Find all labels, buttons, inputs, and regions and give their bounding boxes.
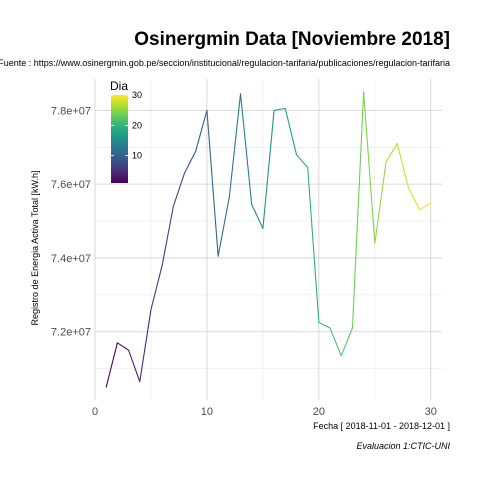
grid: [94, 79, 442, 400]
line-segment: [105, 342, 118, 388]
x-tick-label: 30: [425, 406, 437, 418]
line-segment: [183, 150, 197, 174]
chart-caption: Evaluacion 1:CTIC-UNI: [356, 441, 450, 451]
line-segment: [251, 203, 264, 229]
line-segment: [284, 107, 298, 156]
line-segment: [419, 202, 432, 211]
line-segment: [195, 109, 208, 152]
line-segment: [329, 327, 342, 357]
legend-tick-label: 20: [132, 120, 142, 130]
legend-tick-label: 30: [132, 90, 142, 100]
line-segment: [396, 143, 409, 189]
line-segment: [385, 143, 398, 163]
line-segment: [273, 107, 286, 111]
legend-tick-label: 10: [132, 151, 142, 161]
line-segment: [139, 309, 152, 383]
line-segment: [262, 109, 275, 229]
color-legend: Dia 10 20 30: [110, 79, 142, 183]
line-segment: [318, 321, 331, 329]
y-tick-label: 7.2e+07: [51, 327, 91, 339]
legend-ticks: 10 20 30: [111, 90, 142, 161]
line-segment: [228, 93, 242, 198]
line-segment: [363, 91, 376, 244]
line-segment: [239, 93, 253, 205]
y-tick-label: 7.6e+07: [51, 179, 91, 191]
chart-subtitle: Fuente : https://www.osinergmin.gob.pe/s…: [0, 58, 450, 68]
x-tick-label: 0: [92, 406, 98, 418]
line-segment: [128, 349, 141, 383]
x-axis-title: Fecha [ 2018-11-01 - 2018-12-01 ]: [313, 421, 450, 431]
legend-title: Dia: [110, 79, 128, 93]
chart-title: Osinergmin Data [Noviembre 2018]: [134, 29, 450, 50]
y-axis-title: Registro de Energia Activa Total [kW.h]: [30, 171, 40, 326]
y-tick-label: 7.4e+07: [51, 253, 91, 265]
line-segment: [172, 172, 186, 207]
x-axis-ticks: 0 10 20 30: [92, 406, 437, 418]
x-tick-label: 20: [313, 406, 325, 418]
y-axis-ticks: 7.2e+07 7.4e+07 7.6e+07 7.8e+07: [51, 105, 91, 338]
line-segment: [351, 91, 365, 329]
legend-colorbar: [111, 95, 128, 183]
line-segment: [161, 205, 174, 266]
y-tick-label: 7.8e+07: [51, 105, 91, 117]
line-segment: [295, 154, 309, 169]
line-segment: [116, 342, 130, 351]
x-tick-label: 10: [201, 406, 213, 418]
line-segment: [340, 327, 354, 357]
line-segment: [307, 167, 320, 324]
series-line: [105, 91, 432, 388]
line-segment: [150, 264, 163, 311]
line-segment: [407, 187, 421, 211]
line-segment: [206, 109, 219, 257]
line-segment: [217, 196, 230, 257]
line-segment: [374, 161, 387, 244]
